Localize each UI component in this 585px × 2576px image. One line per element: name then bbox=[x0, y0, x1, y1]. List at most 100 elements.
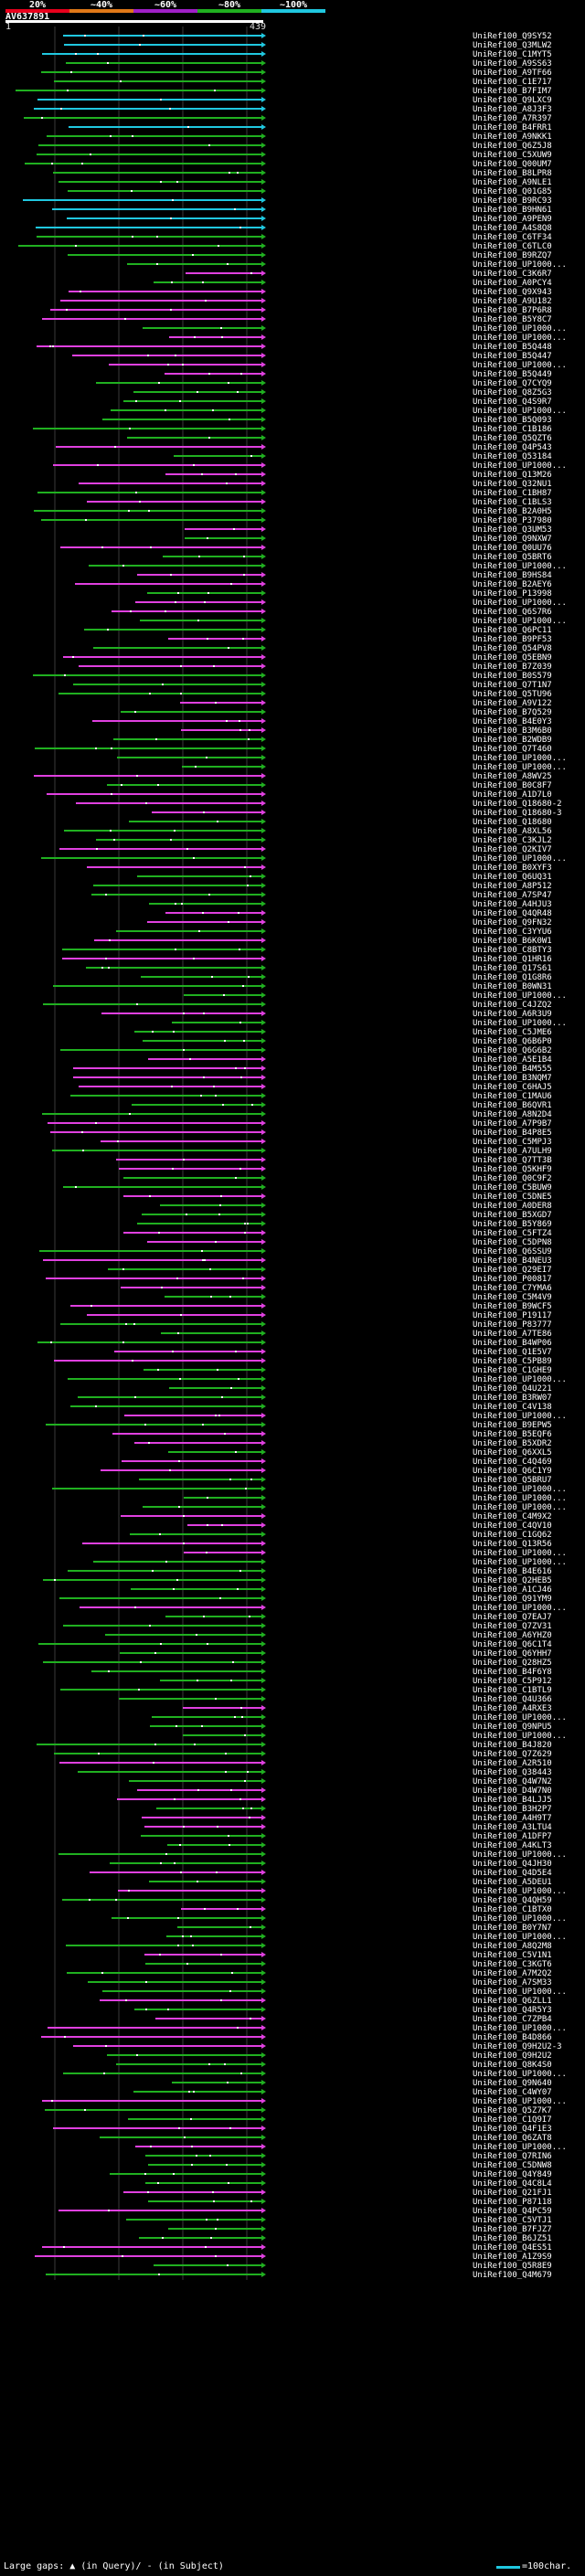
hit-label[interactable]: UniRef100_Q4QR48 bbox=[473, 909, 552, 918]
hit-label[interactable]: UniRef100_A9SS63 bbox=[473, 59, 552, 69]
hit-label[interactable]: UniRef100_A5DEU1 bbox=[473, 1878, 552, 1887]
hit-label[interactable]: UniRef100_B2AEY6 bbox=[473, 580, 552, 589]
hit-label[interactable]: UniRef100_Q32NU1 bbox=[473, 480, 552, 489]
hit-label[interactable]: UniRef100_C4V138 bbox=[473, 1403, 552, 1412]
hit-label[interactable]: UniRef100_B5EQF6 bbox=[473, 1430, 552, 1439]
hit-label[interactable]: UniRef100_Q9FN32 bbox=[473, 918, 552, 928]
hit-label[interactable]: UniRef100_A8Q2M8 bbox=[473, 1942, 552, 1951]
hit-label[interactable]: UniRef100_A9TF66 bbox=[473, 69, 552, 78]
hit-label[interactable]: UniRef100_Q6C1T4 bbox=[473, 1640, 552, 1649]
hit-label[interactable]: UniRef100_P13998 bbox=[473, 589, 552, 599]
hit-label[interactable]: UniRef100_B5XGD7 bbox=[473, 1211, 552, 1220]
hit-label[interactable]: UniRef100_Q5QZT6 bbox=[473, 434, 552, 443]
hit-label[interactable]: UniRef100_B4WP06 bbox=[473, 1339, 552, 1348]
hit-label[interactable]: UniRef100_A1Z9S9 bbox=[473, 2253, 552, 2262]
hit-label[interactable]: UniRef100_B4D866 bbox=[473, 2033, 552, 2042]
hit-label[interactable]: UniRef100_UP1000... bbox=[473, 1933, 567, 1942]
hit-label[interactable]: UniRef100_A3LTU4 bbox=[473, 1823, 552, 1832]
hit-label[interactable]: UniRef100_Q6YHH7 bbox=[473, 1649, 552, 1659]
hit-label[interactable]: UniRef100_Q5TU96 bbox=[473, 690, 552, 699]
hit-label[interactable]: UniRef100_Q6XXL5 bbox=[473, 1448, 552, 1458]
hit-label[interactable]: UniRef100_Q7RIN6 bbox=[473, 2152, 552, 2161]
hit-label[interactable]: UniRef100_Q6G6B2 bbox=[473, 1046, 552, 1055]
hit-label[interactable]: UniRef100_Q4P543 bbox=[473, 443, 552, 452]
hit-label[interactable]: UniRef100_Q54PV8 bbox=[473, 644, 552, 653]
hit-label[interactable]: UniRef100_Q5Z7K7 bbox=[473, 2106, 552, 2115]
hit-label[interactable]: UniRef100_C1MYT5 bbox=[473, 50, 552, 59]
hit-label[interactable]: UniRef100_C5M4V9 bbox=[473, 1293, 552, 1302]
hit-label[interactable]: UniRef100_Q6C1Y9 bbox=[473, 1467, 552, 1476]
hit-label[interactable]: UniRef100_A6YHZ0 bbox=[473, 1631, 552, 1640]
hit-label[interactable]: UniRef100_B6QVR1 bbox=[473, 1101, 552, 1110]
hit-label[interactable]: UniRef100_Q8K4S0 bbox=[473, 2061, 552, 2070]
hit-label[interactable]: UniRef100_D4W7N0 bbox=[473, 1786, 552, 1796]
hit-label[interactable]: UniRef100_B3M6B0 bbox=[473, 726, 552, 736]
hit-label[interactable]: UniRef100_UP1000... bbox=[473, 407, 567, 416]
hit-label[interactable]: UniRef100_A4S8Q8 bbox=[473, 224, 552, 233]
hit-label[interactable]: UniRef100_A7M2Q2 bbox=[473, 1969, 552, 1978]
hit-label[interactable]: UniRef100_C4Q469 bbox=[473, 1458, 552, 1467]
hit-label[interactable]: UniRef100_Q9H2U2-3 bbox=[473, 2042, 562, 2051]
hit-label[interactable]: UniRef100_B9RC93 bbox=[473, 196, 552, 206]
hit-label[interactable]: UniRef100_Q4C8L4 bbox=[473, 2179, 552, 2189]
hit-label[interactable]: UniRef100_Q5BRU7 bbox=[473, 1476, 552, 1485]
hit-label[interactable]: UniRef100_B2WDB9 bbox=[473, 736, 552, 745]
hit-label[interactable]: UniRef100_UP1000... bbox=[473, 1019, 567, 1028]
hit-label[interactable]: UniRef100_B9EPW5 bbox=[473, 1421, 552, 1430]
hit-label[interactable]: UniRef100_Q17S61 bbox=[473, 964, 552, 973]
hit-label[interactable]: UniRef100_Q4JH30 bbox=[473, 1860, 552, 1869]
hit-label[interactable]: UniRef100_C7ZPB4 bbox=[473, 2015, 552, 2024]
hit-label[interactable]: UniRef100_B7Q529 bbox=[473, 708, 552, 717]
hit-label[interactable]: UniRef100_Q7T1N7 bbox=[473, 681, 552, 690]
hit-label[interactable]: UniRef100_C5MPJ3 bbox=[473, 1138, 552, 1147]
hit-label[interactable]: UniRef100_C6TF34 bbox=[473, 233, 552, 242]
hit-label[interactable]: UniRef100_UP1000... bbox=[473, 1988, 567, 1997]
hit-label[interactable]: UniRef100_B9HS84 bbox=[473, 571, 552, 580]
hit-label[interactable]: UniRef100_Q6Z5J8 bbox=[473, 142, 552, 151]
hit-label[interactable]: UniRef100_A8N2D4 bbox=[473, 1110, 552, 1119]
hit-label[interactable]: UniRef100_Q5BRT6 bbox=[473, 553, 552, 562]
hit-label[interactable]: UniRef100_UP1000... bbox=[473, 361, 567, 370]
hit-label[interactable]: UniRef100_C5DPN8 bbox=[473, 1238, 552, 1247]
hit-label[interactable]: UniRef100_A9U182 bbox=[473, 297, 552, 306]
hit-label[interactable]: UniRef100_UP1000... bbox=[473, 1604, 567, 1613]
hit-label[interactable]: UniRef100_C1BTX0 bbox=[473, 1905, 552, 1914]
hit-label[interactable]: UniRef100_B4FRR1 bbox=[473, 123, 552, 133]
hit-label[interactable]: UniRef100_Q53184 bbox=[473, 452, 552, 461]
hit-label[interactable]: UniRef100_UP1000... bbox=[473, 1485, 567, 1494]
hit-label[interactable]: UniRef100_UP1000... bbox=[473, 2070, 567, 2079]
hit-label[interactable]: UniRef100_Q6B6P0 bbox=[473, 1037, 552, 1046]
hit-label[interactable]: UniRef100_Q9NXW7 bbox=[473, 535, 552, 544]
hit-label[interactable]: UniRef100_B5Q449 bbox=[473, 370, 552, 379]
hit-label[interactable]: UniRef100_Q18680 bbox=[473, 818, 552, 827]
hit-label[interactable]: UniRef100_C1BTL9 bbox=[473, 1686, 552, 1695]
hit-label[interactable]: UniRef100_C5P912 bbox=[473, 1677, 552, 1686]
hit-label[interactable]: UniRef100_A6R3U9 bbox=[473, 1010, 552, 1019]
hit-label[interactable]: UniRef100_C5PB89 bbox=[473, 1357, 552, 1366]
hit-label[interactable]: UniRef100_P19117 bbox=[473, 1311, 552, 1320]
hit-label[interactable]: UniRef100_Q9SY52 bbox=[473, 32, 552, 41]
hit-label[interactable]: UniRef100_A8P512 bbox=[473, 882, 552, 891]
hit-label[interactable]: UniRef100_Q9NPU5 bbox=[473, 1723, 552, 1732]
hit-label[interactable]: UniRef100_Q4U366 bbox=[473, 1695, 552, 1704]
hit-label[interactable]: UniRef100_Q4QH59 bbox=[473, 1896, 552, 1905]
hit-label[interactable]: UniRef100_Q0UU76 bbox=[473, 544, 552, 553]
hit-label[interactable]: UniRef100_C1BLS3 bbox=[473, 498, 552, 507]
hit-label[interactable]: UniRef100_A4KLT3 bbox=[473, 1841, 552, 1850]
hit-label[interactable]: UniRef100_C1B186 bbox=[473, 425, 552, 434]
hit-label[interactable]: UniRef100_UP1000... bbox=[473, 1503, 567, 1512]
hit-label[interactable]: UniRef100_Q7CYQ9 bbox=[473, 379, 552, 388]
hit-label[interactable]: UniRef100_Q9N640 bbox=[473, 2079, 552, 2088]
hit-label[interactable]: UniRef100_UP1000... bbox=[473, 763, 567, 772]
hit-label[interactable]: UniRef100_Q38443 bbox=[473, 1768, 552, 1777]
hit-label[interactable]: UniRef100_A9NLE1 bbox=[473, 178, 552, 187]
hit-label[interactable]: UniRef100_Q7ZV31 bbox=[473, 1622, 552, 1631]
hit-label[interactable]: UniRef100_B3NQM7 bbox=[473, 1074, 552, 1083]
hit-label[interactable]: UniRef100_C4QV10 bbox=[473, 1521, 552, 1531]
hit-label[interactable]: UniRef100_B4F6Y8 bbox=[473, 1668, 552, 1677]
hit-label[interactable]: UniRef100_Q5R8E9 bbox=[473, 2262, 552, 2271]
hit-label[interactable]: UniRef100_Q1HR16 bbox=[473, 955, 552, 964]
hit-label[interactable]: UniRef100_Q4W7N2 bbox=[473, 1777, 552, 1786]
hit-label[interactable]: UniRef100_A4H9T7 bbox=[473, 1814, 552, 1823]
hit-label[interactable]: UniRef100_Q1G8R6 bbox=[473, 973, 552, 982]
